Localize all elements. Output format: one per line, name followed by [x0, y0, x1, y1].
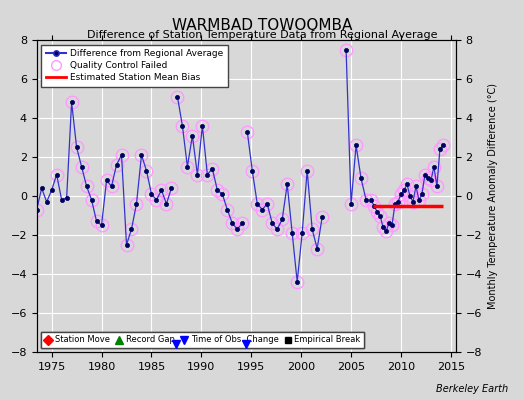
Text: Berkeley Earth: Berkeley Earth [436, 384, 508, 394]
Y-axis label: Monthly Temperature Anomaly Difference (°C): Monthly Temperature Anomaly Difference (… [488, 83, 498, 309]
Legend: Station Move, Record Gap, Time of Obs. Change, Empirical Break: Station Move, Record Gap, Time of Obs. C… [41, 332, 364, 348]
Text: WARMBAD TOWOOMBA: WARMBAD TOWOOMBA [172, 18, 352, 33]
Text: Difference of Station Temperature Data from Regional Average: Difference of Station Temperature Data f… [87, 30, 437, 40]
